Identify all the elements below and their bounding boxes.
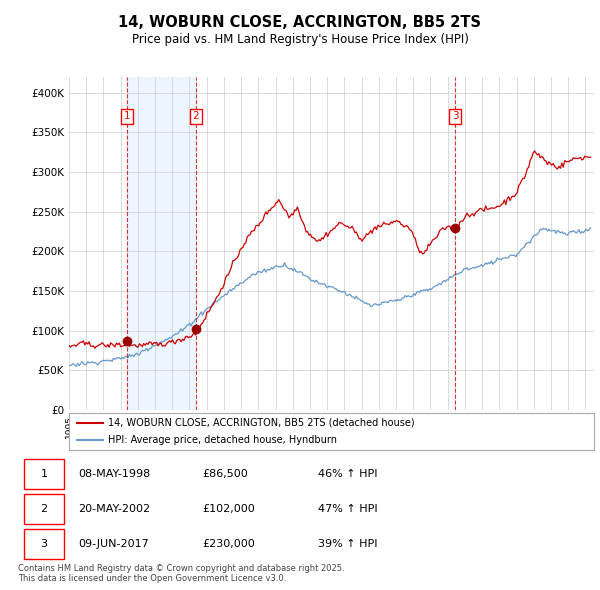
Text: 1: 1 — [40, 469, 47, 479]
Text: Contains HM Land Registry data © Crown copyright and database right 2025.
This d: Contains HM Land Registry data © Crown c… — [18, 564, 344, 583]
Text: HPI: Average price, detached house, Hyndburn: HPI: Average price, detached house, Hynd… — [109, 435, 337, 445]
Text: £86,500: £86,500 — [202, 469, 248, 479]
Text: 1: 1 — [124, 112, 130, 122]
Bar — [24, 459, 64, 489]
Text: 47% ↑ HPI: 47% ↑ HPI — [317, 504, 377, 514]
Text: £102,000: £102,000 — [202, 504, 255, 514]
Text: 20-MAY-2002: 20-MAY-2002 — [79, 504, 151, 514]
Text: 3: 3 — [40, 539, 47, 549]
Text: 08-MAY-1998: 08-MAY-1998 — [79, 469, 151, 479]
Text: 14, WOBURN CLOSE, ACCRINGTON, BB5 2TS: 14, WOBURN CLOSE, ACCRINGTON, BB5 2TS — [119, 15, 482, 30]
Bar — [24, 494, 64, 523]
Text: 46% ↑ HPI: 46% ↑ HPI — [317, 469, 377, 479]
Text: 3: 3 — [452, 112, 458, 122]
Text: 2: 2 — [193, 112, 199, 122]
Text: Price paid vs. HM Land Registry's House Price Index (HPI): Price paid vs. HM Land Registry's House … — [131, 33, 469, 46]
Bar — [127, 77, 196, 410]
Text: 14, WOBURN CLOSE, ACCRINGTON, BB5 2TS (detached house): 14, WOBURN CLOSE, ACCRINGTON, BB5 2TS (d… — [109, 418, 415, 428]
Text: 39% ↑ HPI: 39% ↑ HPI — [317, 539, 377, 549]
Text: £230,000: £230,000 — [202, 539, 255, 549]
Bar — [24, 529, 64, 559]
Text: 09-JUN-2017: 09-JUN-2017 — [79, 539, 149, 549]
Text: 2: 2 — [40, 504, 47, 514]
